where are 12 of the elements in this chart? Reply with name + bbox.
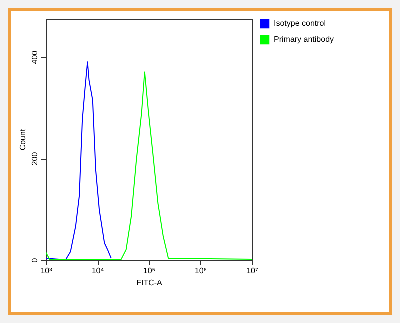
y-tick-label: 400	[30, 50, 40, 64]
legend-label: Isotype control	[274, 19, 326, 28]
x-tick-label: 10⁵	[143, 266, 156, 276]
x-tick-label: 10³	[40, 266, 53, 276]
x-tick-label: 10⁴	[92, 266, 105, 276]
y-axis-title: Count	[18, 128, 28, 151]
x-tick-label: 10⁷	[246, 266, 258, 276]
x-axis-title: FITC-A	[136, 278, 164, 288]
y-tick-label: 200	[30, 152, 40, 166]
y-tick-label: 0	[30, 258, 40, 263]
legend-label: Primary antibody	[274, 35, 334, 44]
x-tick-label: 10⁶	[194, 266, 208, 276]
